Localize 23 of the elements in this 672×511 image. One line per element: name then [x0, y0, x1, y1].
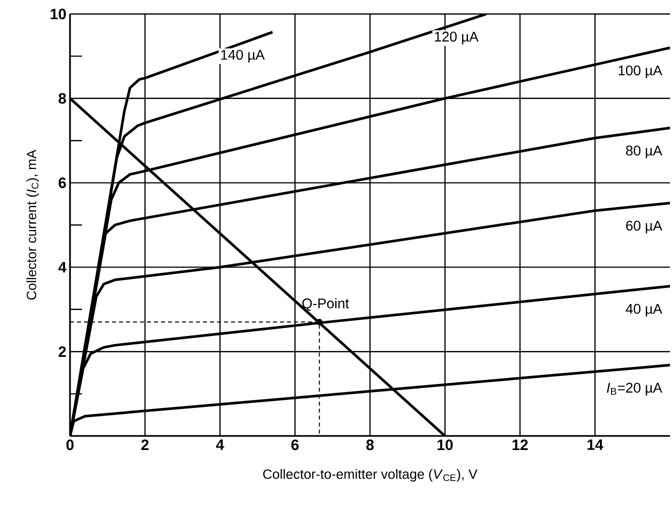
x-tick-label: 6 — [291, 440, 299, 450]
x-tick-label: 8 — [366, 440, 374, 450]
x-tick-label: 14 — [588, 440, 604, 450]
y-tick-label: 8 — [58, 93, 66, 104]
series-label: 40 µA — [626, 304, 662, 317]
y-tick-label: 4 — [58, 262, 66, 272]
x-tick-label: 0 — [66, 440, 74, 450]
series-label: I$_{B}$=20 µA — [606, 382, 662, 396]
x-axis-title: Collector-to-emitter voltage (V$_{CE}$), V — [263, 469, 478, 482]
series-label: 120 µA — [434, 32, 479, 44]
y-tick-label: 2 — [58, 346, 66, 357]
y-tick-label: 6 — [58, 177, 66, 188]
series-label: 80 µA — [626, 146, 662, 158]
x-tick-label: 4 — [216, 440, 224, 450]
series-label: 60 µA — [626, 220, 662, 234]
series-label: 140 µA — [221, 50, 265, 63]
y-tick-label: 10 — [50, 8, 66, 20]
x-tick-label: 10 — [438, 440, 453, 450]
annotation: Q-Point — [302, 298, 350, 311]
x-tick-label: 12 — [512, 440, 528, 450]
x-tick-label: 2 — [141, 440, 149, 450]
series-label: 100 µA — [618, 65, 662, 78]
y-axis-title: Collector current (I$_{C}$), mA — [26, 150, 39, 300]
